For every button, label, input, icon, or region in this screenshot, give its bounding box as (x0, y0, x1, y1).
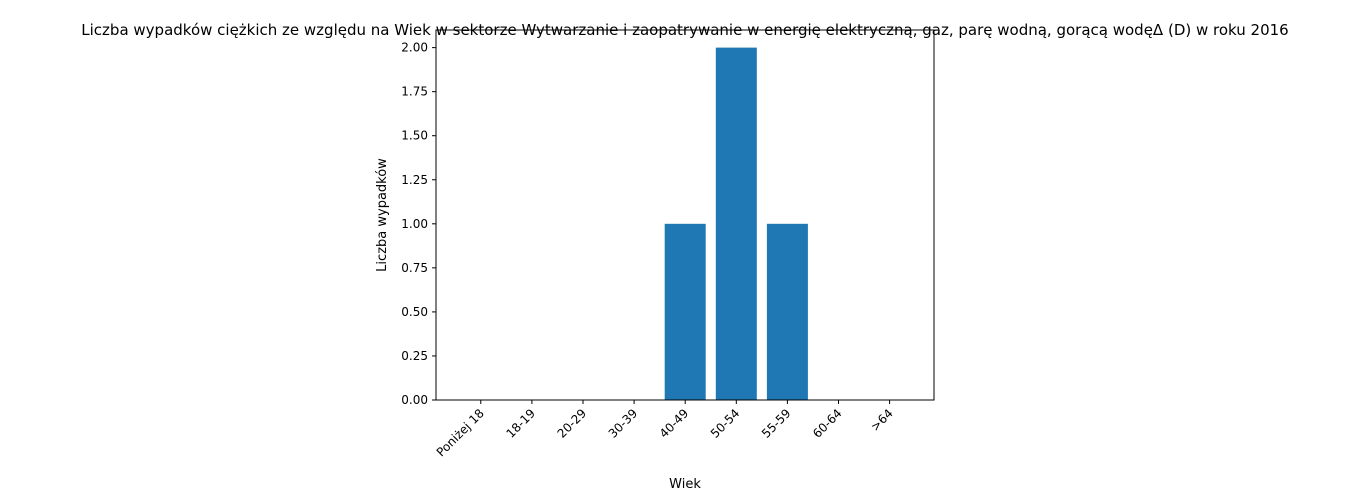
x-axis-label: Wiek (669, 477, 701, 492)
x-axis: Poniżej 18 18-19 20-29 30-39 40-49 50-54 55-59… (434, 400, 896, 459)
y-axis-label: Liczba wypadków (375, 158, 390, 272)
x-tick-label: 40-49 (657, 406, 692, 441)
bar-40-49 (664, 223, 706, 400)
y-tick-label: 0.25 (401, 349, 428, 363)
y-tick-label: 1.25 (401, 173, 428, 187)
y-tick-label: 1.00 (401, 217, 428, 231)
x-tick-label: Poniżej 18 (434, 406, 487, 459)
x-tick-label: 20-29 (555, 406, 590, 441)
x-tick-label: 60-64 (810, 406, 845, 441)
x-tick-label: 30-39 (606, 406, 641, 441)
y-axis: 0.00 0.25 0.50 0.75 1.00 1.25 1.50 1.75 2.00 (401, 41, 436, 407)
bar-55-59 (766, 223, 808, 400)
x-tick-label: >64 (868, 406, 896, 434)
y-tick-label: 2.00 (401, 41, 428, 55)
bars (664, 47, 808, 401)
x-tick-label: 50-54 (708, 406, 743, 441)
x-tick-label: 55-59 (759, 406, 794, 441)
x-tick-label: 18-19 (503, 406, 538, 441)
y-tick-label: 0.50 (401, 305, 428, 319)
y-tick-label: 1.50 (401, 129, 428, 143)
y-tick-label: 0.75 (401, 261, 428, 275)
y-tick-label: 0.00 (401, 393, 428, 407)
bar-50-54 (715, 47, 757, 401)
y-tick-label: 1.75 (401, 85, 428, 99)
